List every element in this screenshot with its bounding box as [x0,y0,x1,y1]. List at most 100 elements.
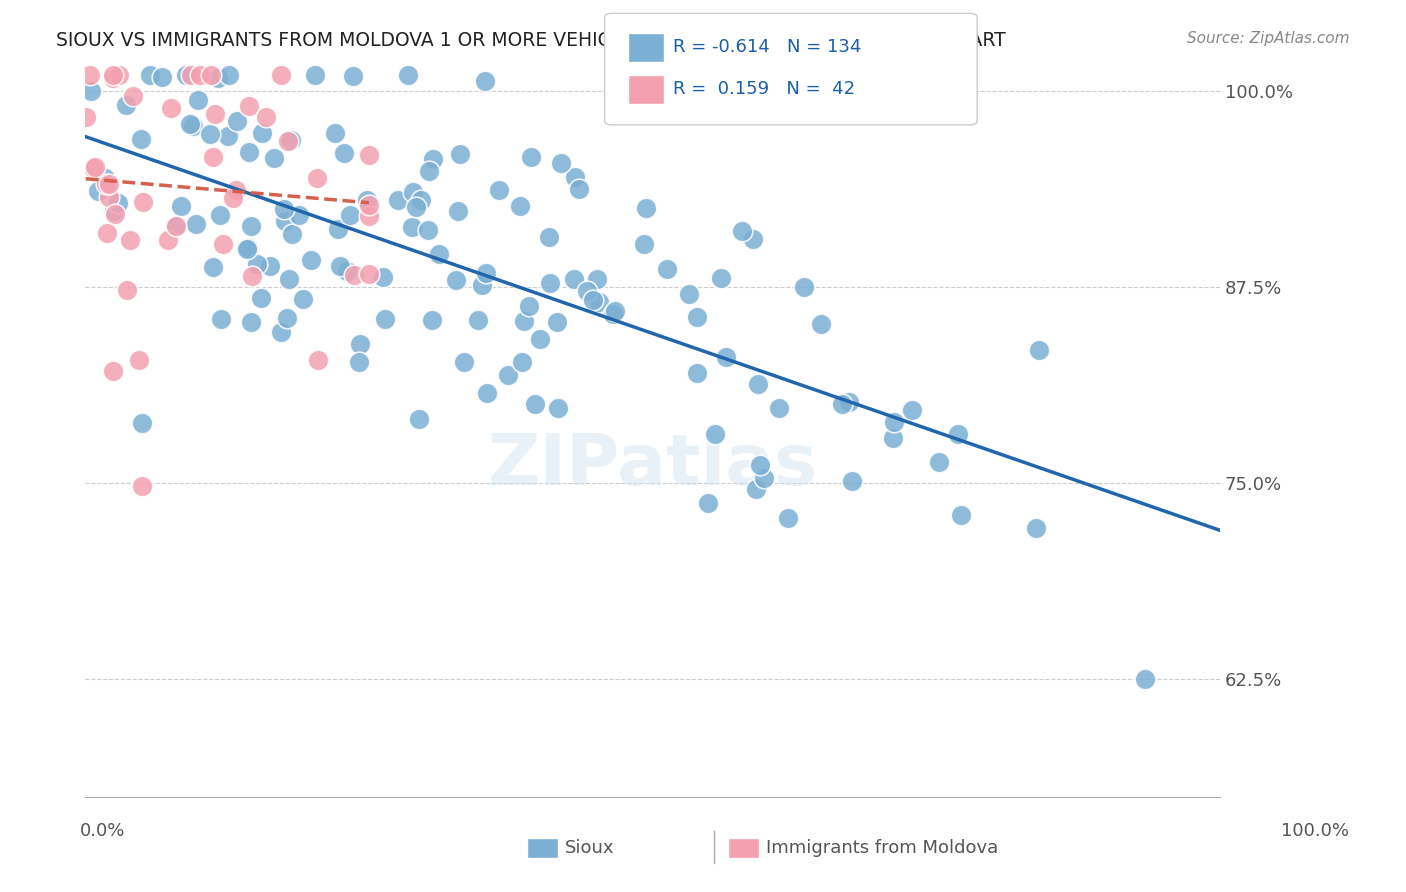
Point [207,71,229,86]
Point [250,291,273,305]
Point [236,241,259,255]
Point [281,227,304,241]
Point [239,315,262,329]
Point [335,263,357,277]
Point [748,458,770,472]
Point [446,203,468,218]
Point [225,183,247,197]
Point [512,314,534,328]
Point [97,178,120,192]
Text: R = -0.614   N = 134: R = -0.614 N = 134 [673,38,862,56]
Point [329,259,352,273]
Point [475,266,498,280]
Point [305,170,328,185]
Point [1025,521,1047,535]
Point [82,161,104,176]
Point [263,151,285,165]
Text: 100.0%: 100.0% [1281,822,1348,840]
Point [160,101,183,115]
Point [467,313,489,327]
Point [745,482,768,496]
Text: 0.0%: 0.0% [80,822,125,840]
Point [238,99,260,113]
Point [546,314,568,328]
Point [371,270,394,285]
Point [512,354,534,368]
Text: R =  0.159   N =  42: R = 0.159 N = 42 [673,80,856,98]
Point [299,253,322,268]
Text: Immigrants from Moldova: Immigrants from Moldova [766,839,998,857]
Point [453,354,475,368]
Point [1028,343,1050,358]
Point [332,146,354,161]
Point [273,202,295,216]
Point [87,184,110,198]
Point [374,312,396,326]
Point [831,397,853,411]
Point [883,415,905,429]
Point [405,200,427,214]
Point [523,397,546,411]
Point [94,178,117,192]
Point [165,219,187,234]
Point [96,227,118,241]
Point [200,68,222,82]
Text: ZIPatlas: ZIPatlas [488,431,817,500]
Point [108,68,131,82]
Point [349,337,371,351]
Point [179,117,201,131]
Point [163,219,186,233]
Point [655,262,678,277]
Point [741,232,763,246]
Point [496,368,519,382]
Point [633,237,655,252]
Point [562,272,585,286]
Point [128,353,150,368]
Point [509,199,531,213]
Point [475,386,498,401]
Point [117,283,139,297]
Point [188,68,211,82]
Point [75,110,97,124]
Point [517,299,540,313]
Point [838,394,860,409]
Point [449,147,471,161]
Point [474,74,496,88]
Point [187,93,209,107]
Point [157,233,180,247]
Point [564,170,586,185]
Point [122,88,145,103]
Point [202,150,225,164]
Point [343,268,366,283]
Text: SIOUX VS IMMIGRANTS FROM MOLDOVA 1 OR MORE VEHICLES IN HOUSEHOLD CORRELATION CHA: SIOUX VS IMMIGRANTS FROM MOLDOVA 1 OR MO… [56,31,1005,50]
Point [235,243,257,257]
Text: Sioux: Sioux [565,839,614,857]
Point [240,268,263,283]
Point [901,402,924,417]
Point [104,207,127,221]
Point [418,164,440,178]
Point [304,68,326,82]
Point [198,127,221,141]
Point [529,332,551,346]
Point [841,474,863,488]
Point [276,311,298,326]
Point [138,68,160,82]
Point [387,193,409,207]
Point [585,271,607,285]
Point [550,155,572,169]
Point [882,431,904,445]
Point [217,128,239,143]
Point [211,237,233,252]
Point [326,222,349,236]
Point [1133,672,1156,686]
Point [308,353,330,368]
Point [280,133,302,147]
Point [409,194,432,208]
Point [131,479,153,493]
Point [703,426,725,441]
Point [357,267,380,281]
Point [325,126,347,140]
Point [103,203,125,218]
Point [150,70,173,84]
